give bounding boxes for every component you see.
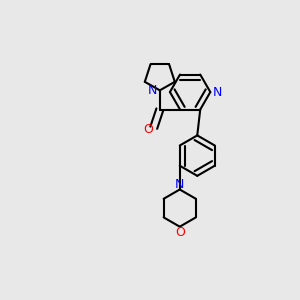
Text: N: N: [175, 178, 184, 190]
Text: O: O: [175, 226, 185, 238]
Text: N: N: [213, 85, 223, 98]
Text: N: N: [148, 84, 157, 97]
Text: O: O: [143, 123, 153, 136]
